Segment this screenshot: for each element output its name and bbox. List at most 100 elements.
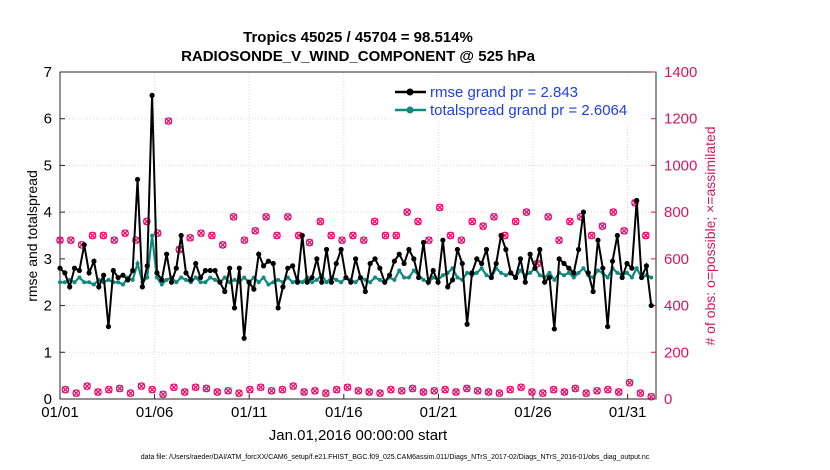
totalspread-point: [179, 275, 184, 280]
y-tick-label: 2: [44, 298, 52, 315]
rmse-point: [62, 270, 68, 276]
obs-marker-x: [436, 204, 444, 211]
obs-marker-x: [148, 386, 156, 394]
obs-marker-o: [354, 386, 363, 395]
rmse-point: [512, 274, 519, 281]
x-axis: 01/01 01/06 01/11 01/16 01/21 01/26 01/31: [41, 394, 646, 421]
totalspread-point: [421, 277, 426, 282]
totalspread-point: [164, 277, 169, 282]
obs-marker-o: [376, 389, 384, 398]
footnote: data file: /Users/raeder/DAI/ATM_forcXX/…: [141, 454, 650, 461]
totalspread-point: [484, 273, 489, 278]
totalspread-point: [503, 273, 508, 278]
obs-marker-x: [121, 229, 129, 237]
totalspread-point: [411, 268, 416, 273]
rmse-point: [144, 263, 150, 269]
rmse-point: [57, 265, 63, 271]
y-axis-label-right: # of obs: o=possible; ×=assimilated: [702, 126, 718, 345]
totalspread-point: [266, 282, 271, 287]
obs-marker-x: [311, 387, 319, 395]
obs-marker-x: [512, 218, 520, 225]
totalspread-point: [455, 275, 460, 280]
grid: [59, 71, 656, 400]
rmse-point: [227, 265, 233, 271]
totalspread-point: [290, 280, 295, 285]
obs-marker-o: [321, 389, 330, 398]
rmse-point: [294, 279, 301, 285]
obs-marker-x: [300, 388, 308, 396]
obs-marker-o: [397, 386, 406, 395]
obs-marker-o: [468, 217, 477, 226]
obs-marker-x: [284, 213, 292, 221]
obs-marker-x: [116, 385, 124, 392]
rmse-point: [338, 246, 344, 253]
rmse-point: [309, 274, 315, 281]
totalspread-point: [518, 268, 523, 273]
obs-marker-x: [273, 232, 281, 239]
rmse-point: [435, 279, 441, 285]
obs-marker-o: [604, 385, 612, 394]
obs-marker-o: [218, 240, 227, 249]
obs-marker-o: [430, 386, 439, 395]
obs-marker-o: [614, 388, 623, 396]
totalspread-point: [571, 275, 576, 280]
obs-marker-o: [571, 384, 580, 393]
obs-marker-x: [615, 388, 623, 396]
obs-marker-x: [441, 386, 449, 394]
obs-marker-x: [506, 386, 514, 394]
obs-marker-x: [354, 387, 362, 395]
totalspread-point: [581, 266, 586, 271]
rmse-point: [575, 246, 582, 253]
obs-marker-o: [457, 236, 466, 245]
obs-marker-x: [468, 218, 476, 225]
rmse-point: [105, 323, 112, 330]
rmse-point: [425, 279, 431, 285]
rmse-point: [416, 274, 422, 281]
obs-marker-o: [186, 233, 195, 242]
rmse-point: [503, 246, 509, 253]
rmse-point: [178, 232, 184, 239]
obs-marker-x: [137, 382, 145, 390]
obs-marker-x: [170, 383, 178, 391]
totalspread-point: [397, 268, 402, 273]
obs-marker-o: [148, 385, 157, 394]
obs-marker-o: [170, 383, 178, 392]
rmse-point: [648, 302, 654, 309]
obs-marker-x: [349, 232, 357, 239]
rmse-point: [222, 288, 228, 295]
rmse-point: [154, 270, 160, 276]
obs-marker-x: [203, 385, 210, 392]
rmse-point: [420, 239, 427, 246]
totalspread-point: [77, 275, 82, 280]
obs-marker-o: [511, 217, 520, 226]
obs-marker-x: [495, 389, 503, 397]
rmse-point: [614, 232, 620, 239]
obs-marker-o: [620, 226, 628, 235]
rmse-point: [532, 265, 538, 271]
obs-marker-o: [99, 231, 108, 240]
obs-marker-o: [256, 383, 265, 392]
obs-marker-x: [609, 208, 617, 216]
obs-marker-o: [484, 388, 493, 396]
totalspread-point: [595, 268, 600, 273]
rmse-point: [134, 176, 141, 183]
obs-marker-o: [528, 388, 536, 396]
totalspread-point: [82, 280, 87, 285]
obs-marker-o: [240, 236, 249, 245]
obs-marker-o: [224, 386, 233, 395]
obs-marker-o: [392, 231, 401, 240]
rmse-point: [270, 260, 276, 267]
obs-marker-x: [392, 232, 400, 239]
obs-marker-x: [398, 387, 406, 395]
y-right-tick-label: 800: [664, 204, 689, 221]
obs-marker-x: [485, 388, 492, 396]
legend-box: [394, 77, 651, 121]
rmse-point: [542, 279, 548, 285]
obs-marker-o: [538, 389, 547, 398]
obs-marker-o: [625, 378, 634, 387]
obs-marker-x: [430, 387, 438, 395]
totalspread-point: [159, 282, 164, 287]
rmse-point: [580, 209, 587, 215]
rmse-point: [120, 272, 126, 278]
totalspread-point: [242, 275, 247, 280]
